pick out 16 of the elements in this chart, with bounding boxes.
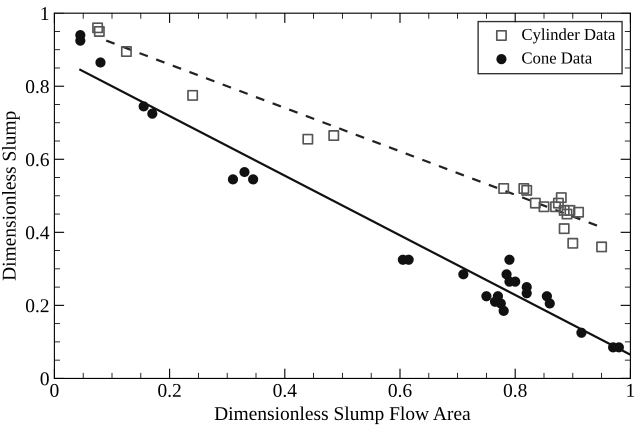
y-tick-label: 0 [40,372,49,386]
legend-label: Cylinder Data [522,28,616,44]
x-axis-title: Dimensionless Slump Flow Area [214,406,470,424]
x-tick-label: 1 [627,384,634,397]
y-tick-label: 0.4 [26,226,50,240]
x-tick-label: 0.6 [388,384,412,398]
x-tick-label: 0.8 [504,384,527,398]
y-axis-title: Dimensionless Slump [2,111,20,280]
y-tick-label: 1 [42,7,48,20]
y-tick-label: 0.8 [26,80,49,94]
x-tick-label: 0 [50,384,59,397]
y-tick-label: 0.6 [26,153,49,166]
x-tick-label: 0.2 [158,384,181,398]
x-tick-label: 0.4 [273,384,297,398]
y-tick-label: 0.2 [26,299,48,312]
legend-label: Cone Data [522,52,592,64]
